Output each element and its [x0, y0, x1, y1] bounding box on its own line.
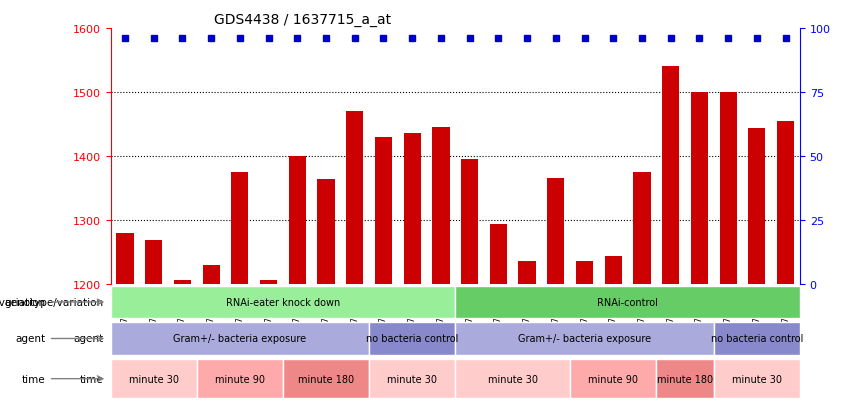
Bar — [719, 93, 737, 284]
Text: minute 180: minute 180 — [657, 374, 713, 384]
Bar — [346, 112, 363, 284]
Bar — [604, 256, 622, 284]
Text: time: time — [21, 374, 45, 384]
FancyBboxPatch shape — [455, 322, 714, 355]
Text: minute 30: minute 30 — [488, 374, 538, 384]
Bar — [461, 160, 478, 284]
Text: agent: agent — [74, 334, 104, 344]
Text: RNAi-eater knock down: RNAi-eater knock down — [226, 297, 340, 307]
Bar — [691, 93, 708, 284]
FancyBboxPatch shape — [714, 322, 800, 355]
Bar — [748, 129, 765, 284]
Text: minute 30: minute 30 — [129, 374, 179, 384]
Bar — [231, 172, 248, 284]
Bar — [145, 241, 163, 284]
Text: minute 90: minute 90 — [588, 374, 638, 384]
Text: RNAi-control: RNAi-control — [597, 297, 658, 307]
Text: GDS4438 / 1637715_a_at: GDS4438 / 1637715_a_at — [214, 12, 391, 26]
Bar — [518, 261, 536, 284]
Text: minute 30: minute 30 — [732, 374, 782, 384]
Text: time: time — [80, 374, 104, 384]
FancyBboxPatch shape — [111, 359, 197, 399]
Bar — [432, 128, 449, 284]
FancyBboxPatch shape — [570, 359, 656, 399]
FancyBboxPatch shape — [369, 322, 455, 355]
FancyBboxPatch shape — [714, 359, 800, 399]
Bar — [403, 134, 420, 284]
Bar — [547, 179, 564, 284]
Bar — [662, 67, 679, 284]
Bar — [576, 262, 593, 284]
Bar — [777, 121, 794, 284]
FancyBboxPatch shape — [656, 359, 714, 399]
Text: no bacteria control: no bacteria control — [711, 334, 803, 344]
Bar — [490, 225, 507, 284]
FancyBboxPatch shape — [455, 286, 800, 318]
FancyBboxPatch shape — [369, 359, 455, 399]
FancyBboxPatch shape — [111, 322, 369, 355]
Text: minute 30: minute 30 — [387, 374, 437, 384]
Bar — [117, 233, 134, 284]
Text: genotype/variation: genotype/variation — [0, 297, 45, 307]
Bar — [203, 265, 220, 284]
Bar — [288, 157, 306, 284]
Bar — [374, 137, 392, 284]
FancyBboxPatch shape — [111, 286, 455, 318]
FancyBboxPatch shape — [197, 359, 283, 399]
Text: minute 180: minute 180 — [298, 374, 354, 384]
Text: agent: agent — [15, 334, 45, 344]
Bar — [260, 281, 277, 284]
Text: genotype/variation: genotype/variation — [4, 297, 104, 307]
Text: no bacteria control: no bacteria control — [366, 334, 459, 344]
FancyBboxPatch shape — [283, 359, 369, 399]
Bar — [317, 180, 334, 284]
FancyBboxPatch shape — [455, 359, 570, 399]
Bar — [633, 172, 650, 284]
Text: Gram+/- bacteria exposure: Gram+/- bacteria exposure — [174, 334, 306, 344]
Bar — [174, 281, 191, 284]
Text: Gram+/- bacteria exposure: Gram+/- bacteria exposure — [518, 334, 651, 344]
Text: minute 90: minute 90 — [214, 374, 265, 384]
